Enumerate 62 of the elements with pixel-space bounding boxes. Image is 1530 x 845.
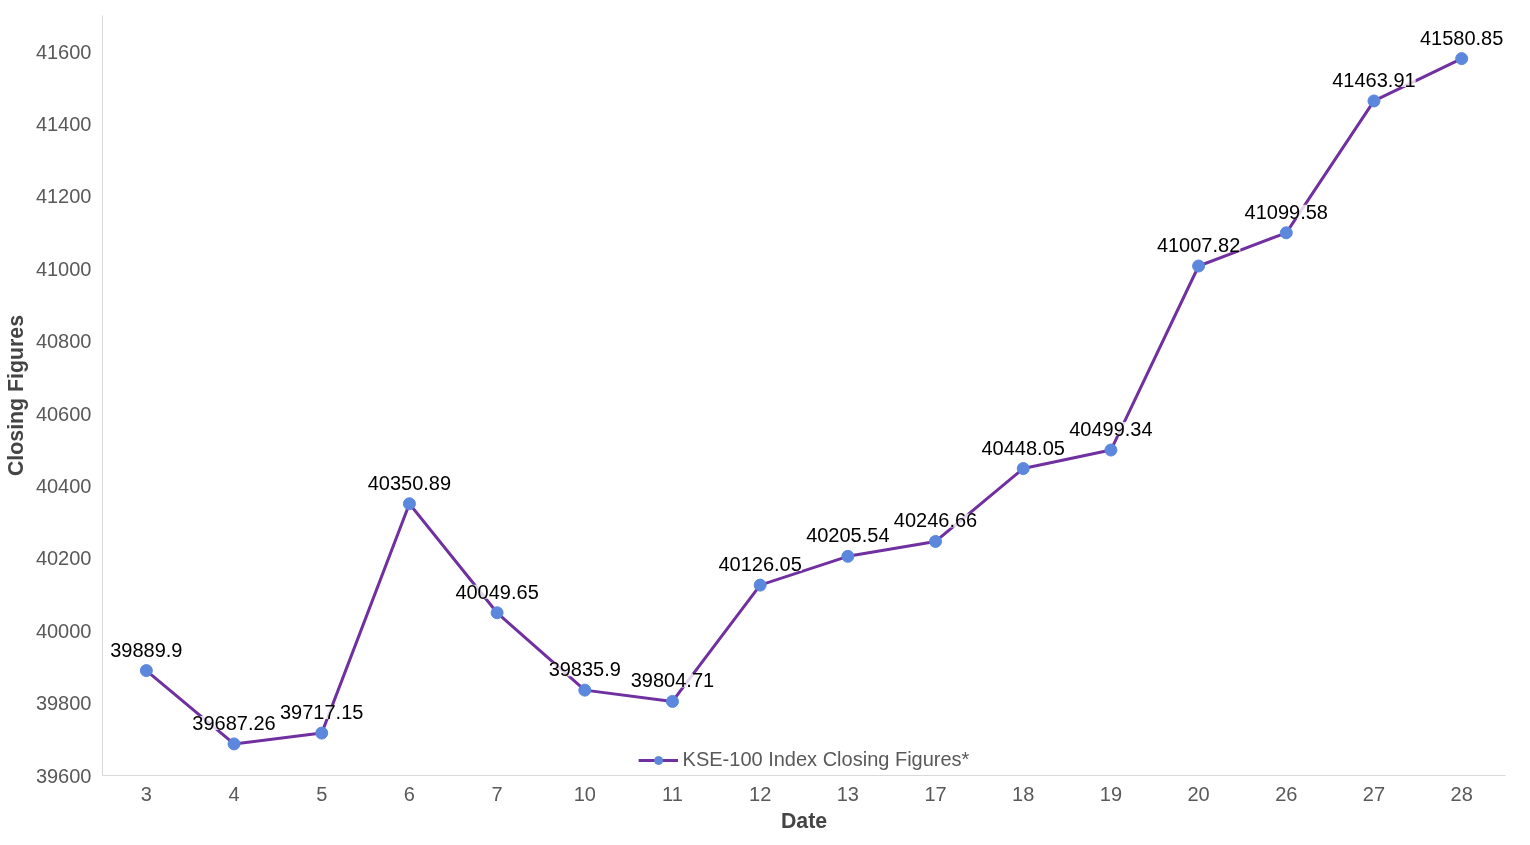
data-label: 39889.9 <box>110 638 183 661</box>
data-label: 40448.05 <box>981 436 1065 459</box>
point <box>402 497 416 511</box>
point <box>1192 259 1206 273</box>
point <box>1104 443 1118 457</box>
data-label: 40205.54 <box>806 524 890 547</box>
legend-label: KSE-100 Index Closing Figures* <box>682 748 970 771</box>
data-label: 39687.26 <box>192 711 276 734</box>
data-label: 41099.58 <box>1244 200 1328 223</box>
x-tick-label: 4 <box>228 782 240 805</box>
x-tick-label: 19 <box>1099 782 1123 805</box>
point <box>315 726 329 740</box>
y-tick-label: 40400 <box>35 474 92 497</box>
y-tick-label: 40800 <box>35 330 92 353</box>
data-label: 39804.71 <box>630 669 715 692</box>
data-label: 40126.05 <box>718 553 802 576</box>
x-tick-label: 3 <box>140 782 152 805</box>
point <box>1455 52 1469 66</box>
point <box>578 683 592 697</box>
y-tick-label: 39800 <box>35 692 92 715</box>
x-tick-label: 11 <box>662 782 683 805</box>
y-axis-title: Closing Figures <box>3 314 28 477</box>
y-tick-label: 41200 <box>35 185 92 208</box>
x-axis-title: Date <box>780 808 828 833</box>
x-tick-label: 18 <box>1012 782 1035 805</box>
x-tick-label: 6 <box>403 782 415 805</box>
point <box>841 549 855 563</box>
point <box>665 694 679 708</box>
data-label: 39835.9 <box>548 658 621 681</box>
y-tick-label: 40000 <box>35 619 92 642</box>
point <box>1016 462 1030 476</box>
point <box>753 578 767 592</box>
data-label: 40049.65 <box>455 580 539 603</box>
x-tick-label: 7 <box>491 782 503 805</box>
y-tick-label: 40200 <box>35 547 92 570</box>
x-tick-label: 13 <box>836 782 859 805</box>
x-tick-label: 10 <box>573 782 596 805</box>
point <box>490 606 504 620</box>
point <box>929 534 943 548</box>
y-tick-label: 39600 <box>35 764 92 787</box>
data-label: 40350.89 <box>367 471 452 494</box>
point <box>1367 94 1381 108</box>
y-tick-label: 41000 <box>35 257 92 280</box>
x-tick-label: 5 <box>316 782 328 805</box>
x-tick-label: 12 <box>749 782 772 805</box>
x-tick-label: 17 <box>924 782 947 805</box>
y-tick-label: 40600 <box>35 402 92 425</box>
data-label: 40246.66 <box>893 509 978 532</box>
data-label: 40499.34 <box>1069 418 1153 441</box>
x-tick-label: 26 <box>1275 782 1298 805</box>
point <box>227 737 241 751</box>
x-tick-label: 27 <box>1362 782 1386 805</box>
data-label: 41580.85 <box>1419 26 1504 49</box>
data-label: 41007.82 <box>1156 234 1241 256</box>
data-label: 41463.91 <box>1332 68 1416 91</box>
data-label: 39717.15 <box>280 701 364 724</box>
point <box>139 664 153 678</box>
point <box>1279 226 1293 240</box>
y-tick-label: 41600 <box>35 40 92 63</box>
y-tick-label: 41400 <box>35 113 92 136</box>
x-tick-label: 28 <box>1450 782 1473 805</box>
x-tick-label: 20 <box>1187 782 1210 805</box>
